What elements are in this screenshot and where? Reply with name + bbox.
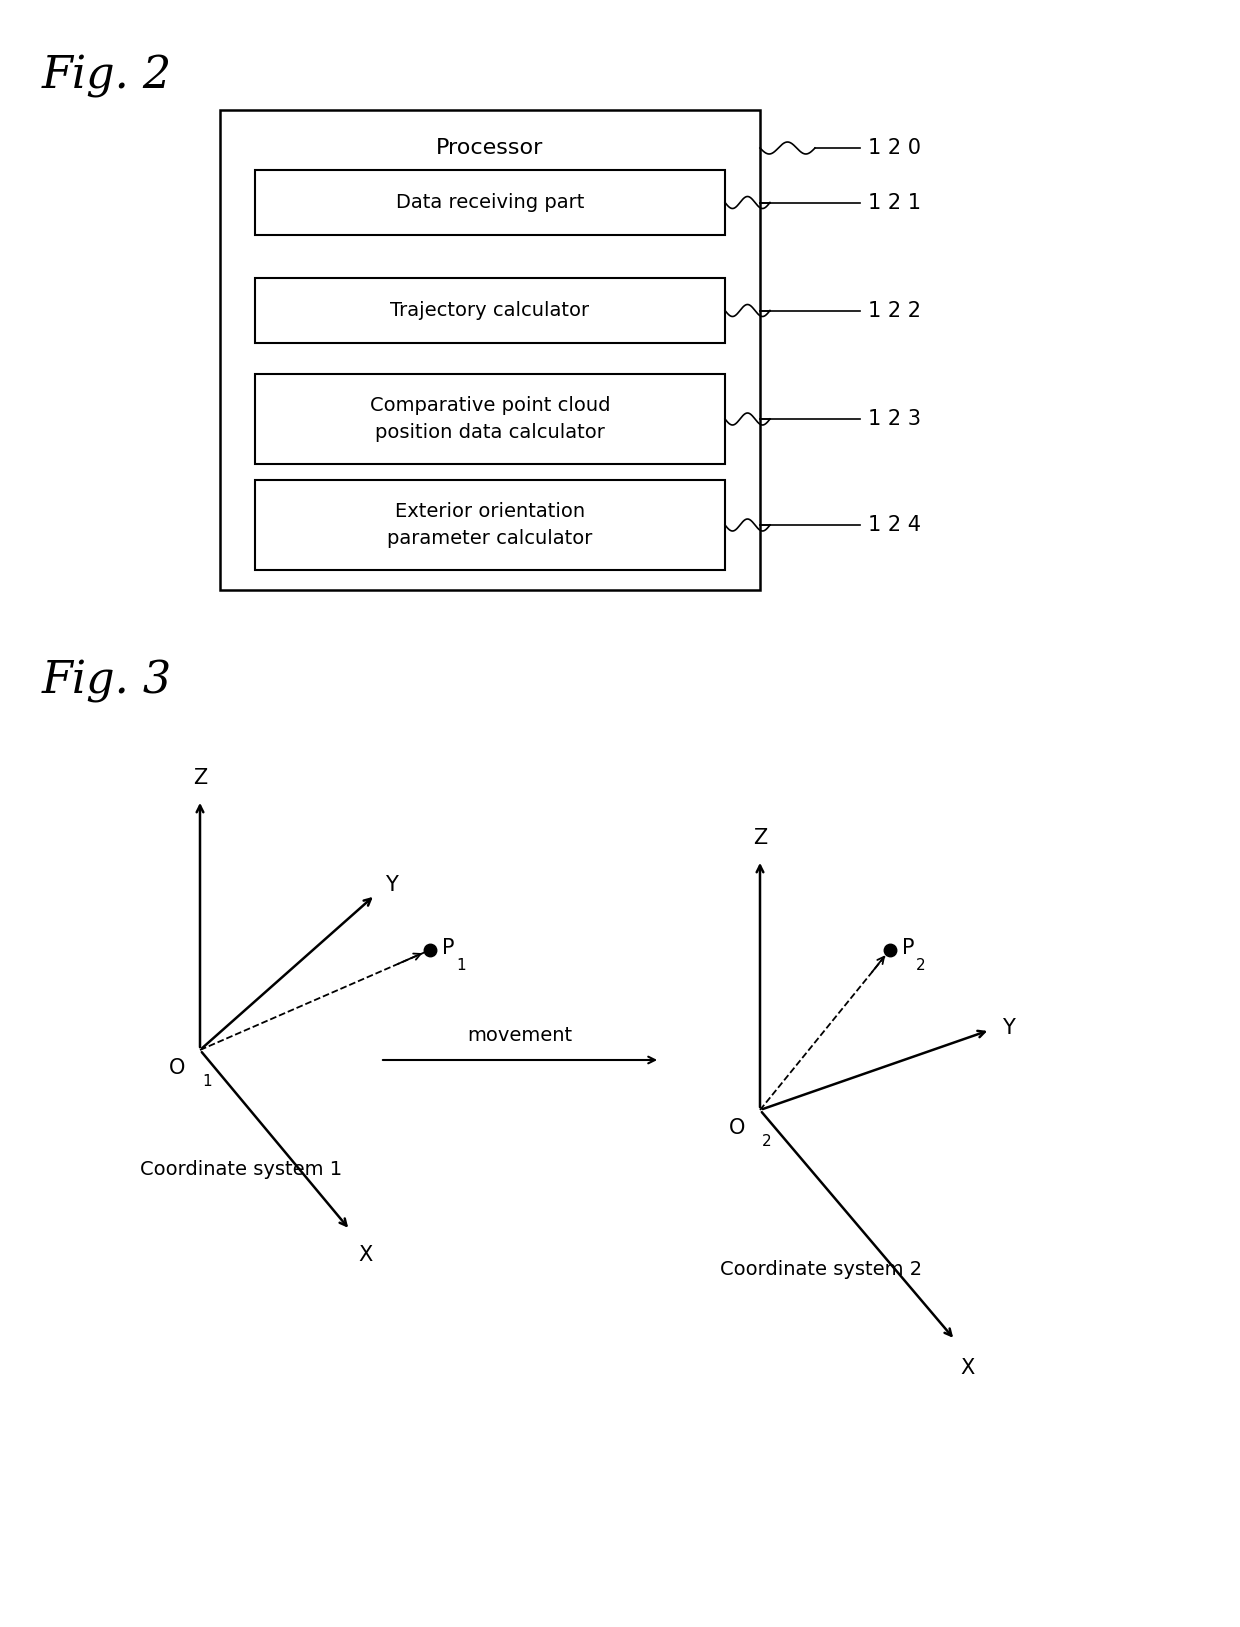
Text: Z: Z	[753, 828, 768, 848]
Text: O: O	[729, 1118, 745, 1137]
Text: Fig. 2: Fig. 2	[42, 55, 172, 98]
Text: 1 2 2: 1 2 2	[868, 301, 921, 321]
Text: X: X	[358, 1245, 372, 1266]
Text: 1: 1	[456, 958, 466, 973]
Text: Y: Y	[1002, 1019, 1014, 1038]
Text: Fig. 3: Fig. 3	[42, 661, 172, 703]
Text: 2: 2	[916, 958, 925, 973]
Text: X: X	[960, 1359, 975, 1378]
Text: O: O	[169, 1058, 185, 1079]
Text: 1 2 0: 1 2 0	[868, 138, 921, 158]
Bar	[219, 111, 760, 591]
Bar	[255, 480, 725, 569]
Bar	[255, 374, 725, 464]
Text: Coordinate system 1: Coordinate system 1	[140, 1160, 342, 1180]
Text: P: P	[901, 939, 915, 958]
Text: Z: Z	[193, 768, 207, 787]
Text: Processor: Processor	[436, 138, 543, 158]
Text: Coordinate system 2: Coordinate system 2	[720, 1259, 923, 1279]
Bar	[255, 278, 725, 343]
Text: 1 2 3: 1 2 3	[868, 408, 921, 430]
Text: Trajectory calculator: Trajectory calculator	[391, 301, 589, 321]
Text: 2: 2	[763, 1134, 771, 1149]
Text: Y: Y	[384, 875, 398, 895]
Text: Exterior orientation
parameter calculator: Exterior orientation parameter calculato…	[387, 503, 593, 548]
Bar	[255, 169, 725, 234]
Text: 1: 1	[202, 1074, 212, 1088]
Text: 1 2 4: 1 2 4	[868, 516, 921, 535]
Text: 1 2 1: 1 2 1	[868, 192, 921, 213]
Text: Comparative point cloud
position data calculator: Comparative point cloud position data ca…	[370, 397, 610, 443]
Text: P: P	[441, 939, 455, 958]
Text: movement: movement	[467, 1027, 573, 1045]
Text: Data receiving part: Data receiving part	[396, 194, 584, 212]
